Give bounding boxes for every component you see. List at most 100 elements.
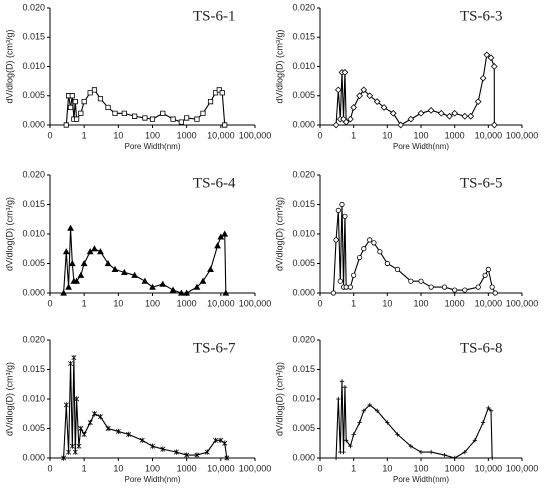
data-point bbox=[200, 110, 206, 116]
data-point bbox=[212, 90, 219, 96]
data-point bbox=[126, 431, 132, 438]
panel-title: TS-6-8 bbox=[460, 340, 503, 356]
data-point bbox=[78, 110, 84, 116]
data-point bbox=[488, 408, 494, 413]
data-line bbox=[332, 204, 496, 294]
x-tick-label: 100 bbox=[413, 298, 428, 308]
x-axis-label: Pore Width(nm) bbox=[393, 475, 449, 484]
data-point bbox=[87, 419, 93, 426]
y-tick-label: 0.000 bbox=[22, 287, 45, 297]
y-tick-label: 0.020 bbox=[292, 2, 315, 12]
data-point bbox=[160, 446, 166, 452]
data-point bbox=[170, 116, 176, 122]
data-line bbox=[335, 381, 493, 459]
y-tick-label: 0.015 bbox=[22, 199, 45, 209]
data-point bbox=[194, 452, 200, 458]
data-point bbox=[149, 283, 156, 290]
data-point bbox=[492, 290, 498, 296]
data-point bbox=[490, 121, 498, 129]
data-point bbox=[475, 284, 481, 290]
data-point bbox=[76, 443, 82, 449]
data-point bbox=[377, 249, 383, 255]
y-tick-label: 0.000 bbox=[292, 119, 315, 129]
data-point bbox=[139, 437, 145, 443]
y-tick-label: 0.000 bbox=[292, 287, 315, 297]
x-tick-label: 10 bbox=[382, 298, 392, 308]
data-point bbox=[339, 379, 345, 384]
y-tick-label: 0.000 bbox=[22, 452, 45, 462]
data-point bbox=[341, 449, 346, 455]
panel: 0.000 0.005 0.010 0.015 0.020 0 1 10 100 1000 10,0… bbox=[274, 334, 538, 484]
data-point bbox=[461, 112, 469, 120]
data-point bbox=[417, 109, 425, 117]
data-point bbox=[97, 414, 103, 420]
data-point bbox=[334, 86, 342, 94]
data-point bbox=[71, 355, 77, 361]
data-point bbox=[120, 268, 128, 275]
x-tick-label: 10 bbox=[382, 130, 392, 140]
data-point bbox=[80, 259, 88, 267]
x-tick-label: 10,000 bbox=[475, 298, 503, 308]
data-point bbox=[428, 449, 434, 455]
data-point bbox=[441, 284, 448, 290]
data-point bbox=[178, 119, 184, 125]
x-tick-label: 1000 bbox=[177, 463, 197, 473]
data-point bbox=[183, 289, 191, 296]
data-point bbox=[452, 287, 458, 293]
panel: 0.000 0.005 0.010 0.015 0.020 0 1 10 100 1000 10,0… bbox=[274, 2, 538, 151]
y-axis-label: dV/dlog(D) (cm³/g) bbox=[274, 29, 284, 103]
x-axis-label: Pore Width(nm) bbox=[124, 475, 180, 484]
data-point bbox=[489, 284, 495, 290]
data-point bbox=[489, 455, 495, 461]
data-point bbox=[351, 272, 357, 278]
data-point bbox=[418, 278, 424, 284]
data-point bbox=[213, 437, 219, 443]
y-tick-label: 0.010 bbox=[22, 228, 45, 238]
data-line bbox=[63, 357, 228, 459]
x-tick-label: 10,000 bbox=[475, 130, 503, 140]
data-point bbox=[217, 233, 225, 240]
panel: 0.000 0.005 0.010 0.015 0.020 0 1 10 100 1000 10,0… bbox=[4, 169, 271, 308]
data-point bbox=[407, 115, 415, 123]
data-point bbox=[437, 109, 445, 117]
data-point bbox=[72, 99, 78, 105]
data-point bbox=[337, 278, 343, 284]
x-tick-label: 1000 bbox=[177, 130, 197, 140]
data-point bbox=[112, 110, 118, 116]
data-point bbox=[74, 396, 80, 402]
data-point bbox=[350, 104, 358, 111]
data-line bbox=[335, 53, 495, 126]
data-point bbox=[339, 201, 345, 208]
data-point bbox=[397, 121, 405, 129]
data-point bbox=[467, 112, 475, 120]
x-tick-label: 1 bbox=[82, 298, 87, 308]
data-point bbox=[184, 452, 190, 458]
y-axis-label: dV/dlog(D) (cm³/g) bbox=[274, 197, 284, 271]
data-point bbox=[380, 104, 388, 111]
data-point bbox=[474, 98, 482, 105]
y-tick-label: 0.005 bbox=[22, 423, 45, 433]
data-point bbox=[367, 402, 372, 408]
data-point bbox=[347, 284, 354, 290]
data-point bbox=[347, 115, 354, 123]
data-point bbox=[408, 444, 414, 449]
data-point bbox=[65, 283, 72, 290]
data-point bbox=[361, 408, 367, 413]
x-tick-label: 100,000 bbox=[239, 130, 272, 140]
data-point bbox=[452, 455, 457, 461]
panel: 0.000 0.005 0.010 0.015 0.020 0 1 10 100 1000 10,0… bbox=[4, 334, 271, 484]
data-point bbox=[131, 271, 139, 278]
data-point bbox=[66, 449, 72, 455]
y-tick-label: 0.010 bbox=[292, 61, 315, 71]
data-point bbox=[199, 277, 207, 284]
x-tick-label: 10 bbox=[382, 463, 392, 473]
x-tick-label: 1000 bbox=[177, 298, 197, 308]
x-tick-label: 0 bbox=[317, 130, 322, 140]
x-tick-label: 100,000 bbox=[506, 463, 539, 473]
data-point bbox=[428, 284, 434, 290]
data-point bbox=[343, 438, 349, 443]
data-point bbox=[479, 74, 487, 82]
data-point bbox=[408, 278, 414, 284]
data-point bbox=[115, 428, 121, 435]
data-point bbox=[184, 115, 190, 121]
